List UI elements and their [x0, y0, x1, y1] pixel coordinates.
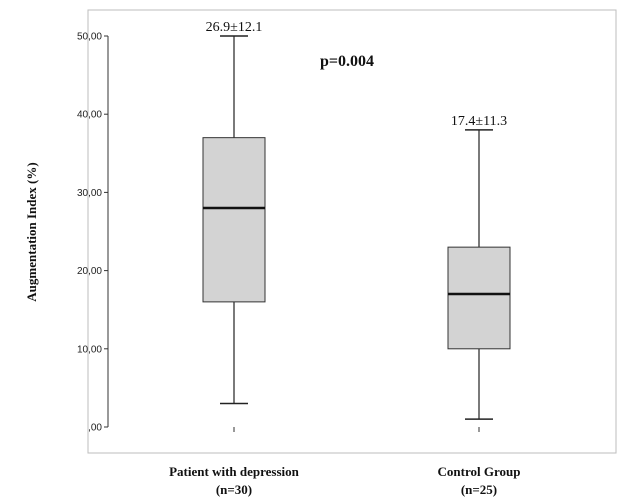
y-tick-label: 50,00 [77, 32, 102, 43]
x-category-label: Patient with depression [169, 464, 300, 479]
box-group: 17.4±11.3 Control Group (n=25) [438, 114, 521, 497]
mean-sd-annotation: 26.9±12.1 [206, 20, 263, 35]
plot-frame [87, 9, 617, 454]
y-tick-label: 20,00 [77, 266, 102, 277]
y-tick-label: 40,00 [77, 110, 102, 121]
y-axis: ,00 10,00 20,00 30,00 40,00 50,00 [77, 32, 109, 434]
y-axis-title: Augmentation Index (%) [24, 162, 39, 301]
y-tick-label: 30,00 [77, 188, 102, 199]
p-value-annotation: p=0.004 [320, 53, 374, 70]
y-tick-label: 10,00 [77, 344, 102, 355]
y-tick-label: ,00 [88, 423, 102, 434]
x-category-n-label: (n=30) [216, 482, 252, 497]
iqr-box [202, 137, 266, 303]
box-group: 26.9±12.1 Patient with depression (n=30) [169, 20, 300, 497]
x-category-n-label: (n=25) [461, 482, 497, 497]
mean-sd-annotation: 17.4±11.3 [451, 114, 507, 129]
iqr-box [447, 246, 511, 350]
boxes: 26.9±12.1 Patient with depression (n=30) 17… [169, 20, 520, 497]
x-category-label: Control Group [438, 464, 521, 479]
